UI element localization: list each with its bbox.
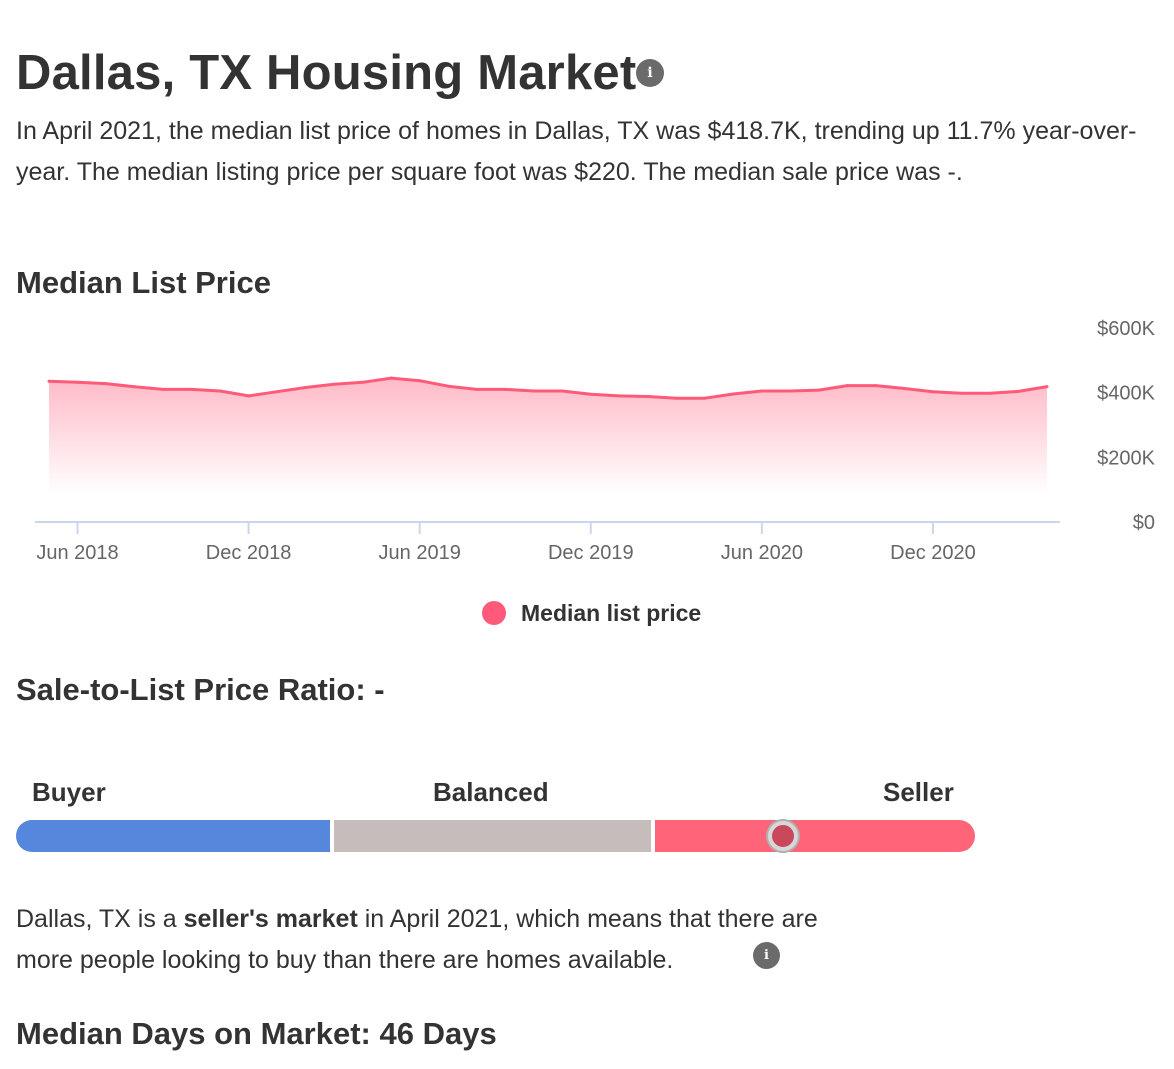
median-list-price-line [48, 376, 1048, 400]
data-point [960, 391, 963, 395]
balanced-label: Balanced [433, 777, 549, 807]
median-list-price-chart: $0$200K$400K$600K Jun 2018 Dec 2018 Jun 20… [35, 318, 1156, 564]
page-title: Dallas, TX Housing Market [16, 46, 637, 100]
data-point [218, 389, 222, 393]
data-point [760, 389, 764, 393]
market-position-marker [768, 821, 799, 851]
data-point [902, 387, 906, 390]
data-point [1017, 389, 1020, 393]
market-status-prefix: Dallas, TX is a [16, 905, 184, 933]
sale-to-list-heading: Sale-to-List Price Ratio: - [16, 672, 385, 707]
data-point [560, 389, 564, 393]
info-icon[interactable]: i [753, 942, 780, 969]
data-point [446, 384, 450, 388]
balanced-segment [334, 820, 651, 852]
x-tick-label: Dec 2020 [890, 542, 976, 564]
data-point [703, 396, 707, 400]
x-tick-label: Jun 2018 [36, 542, 118, 564]
chart-legend[interactable]: Median list price [482, 598, 701, 628]
data-point [674, 396, 678, 400]
y-tick-label: $600K [1097, 318, 1155, 340]
legend-dot-icon [482, 601, 506, 625]
data-point [874, 384, 878, 388]
market-status-text: Dallas, TX is a seller's market in April… [16, 899, 1016, 981]
data-point [332, 382, 336, 386]
legend-label: Median list price [521, 599, 702, 626]
data-point [304, 386, 308, 389]
market-summary: In April 2021, the median list price of … [16, 117, 1137, 186]
data-point [389, 376, 393, 380]
y-tick-label: $400K [1097, 383, 1155, 405]
x-axis: Jun 2018 Dec 2018 Jun 2019 Dec 2019 Jun 2020… [36, 522, 976, 564]
data-point [503, 387, 507, 391]
data-point [275, 390, 279, 394]
data-point [988, 391, 992, 395]
buyer-label: Buyer [32, 777, 106, 807]
market-status-emphasis: seller's market [183, 905, 358, 933]
x-tick-label: Jun 2020 [721, 542, 803, 564]
data-points [47, 376, 1049, 400]
data-point [104, 382, 108, 386]
data-point [817, 388, 821, 392]
data-point [247, 394, 251, 398]
y-tick-label: $200K [1097, 447, 1155, 469]
data-point [47, 379, 51, 383]
data-point [788, 389, 792, 393]
data-point [361, 380, 365, 384]
data-point [617, 394, 621, 398]
x-tick-label: Jun 2019 [379, 542, 461, 564]
data-point [76, 380, 79, 384]
data-point [731, 392, 735, 396]
data-point [190, 387, 194, 391]
data-point [1045, 385, 1049, 389]
data-point [589, 392, 593, 396]
seller-label: Seller [883, 777, 954, 807]
market-status-suffix: in April 2021, which means that there ar… [357, 905, 818, 933]
data-point [532, 389, 536, 393]
median-list-price-heading: Median List Price [16, 265, 271, 300]
median-list-price-area [49, 378, 1047, 494]
x-tick-label: Dec 2018 [206, 542, 292, 564]
data-point [161, 387, 165, 391]
data-point [931, 390, 935, 394]
data-point [133, 385, 136, 389]
days-on-market-heading: Median Days on Market: 46 Days [16, 1016, 497, 1051]
market-status-line2: more people looking to buy than there ar… [16, 946, 674, 974]
y-tick-label: $0 [1133, 512, 1155, 534]
y-axis: $0 $200K $400K $600K [1097, 318, 1155, 534]
x-tick-label: Dec 2019 [548, 542, 634, 564]
info-icon[interactable]: i [636, 59, 664, 87]
data-point [475, 387, 479, 391]
data-point [646, 395, 650, 398]
data-point [845, 384, 849, 388]
seller-segment [655, 820, 975, 852]
buyer-segment [16, 820, 330, 852]
data-point [418, 379, 422, 383]
